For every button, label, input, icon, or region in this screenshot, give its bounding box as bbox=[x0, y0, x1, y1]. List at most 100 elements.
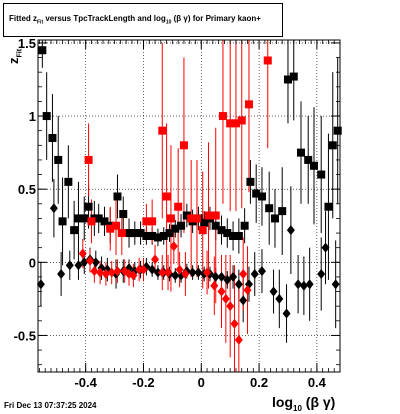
title-part-2: versus TpcTrackLength and log bbox=[43, 14, 166, 23]
data-point-diamond bbox=[57, 269, 66, 280]
data-point-diamond bbox=[217, 286, 226, 297]
data-point-square bbox=[211, 211, 220, 220]
data-point-square bbox=[74, 214, 83, 223]
data-point-square bbox=[217, 226, 226, 235]
data-point-square bbox=[200, 218, 209, 227]
data-point-square bbox=[159, 231, 168, 240]
data-point-square bbox=[252, 189, 261, 198]
title-sub-2: 10 bbox=[165, 19, 172, 26]
data-point-diamond bbox=[203, 267, 212, 278]
y-tick-label: -0.5 bbox=[14, 328, 36, 343]
data-point-diamond bbox=[65, 260, 74, 271]
data-point-square bbox=[234, 231, 243, 240]
data-point-square bbox=[171, 224, 180, 233]
data-point-diamond bbox=[250, 269, 259, 280]
data-point-square bbox=[187, 214, 196, 223]
title-part-3: (β γ) for Primary kaon+ bbox=[171, 14, 261, 23]
data-point-square bbox=[48, 133, 57, 142]
data-point-diamond bbox=[317, 269, 326, 280]
data-point-diamond bbox=[90, 266, 99, 277]
data-point-square bbox=[148, 231, 157, 240]
data-point-square bbox=[142, 217, 151, 226]
data-point-diamond bbox=[151, 254, 160, 265]
data-point-diamond bbox=[91, 257, 100, 268]
data-point-diamond bbox=[299, 280, 308, 291]
data-point-diamond bbox=[210, 280, 219, 291]
data-point-square bbox=[70, 226, 79, 235]
x-tick-label: -0.4 bbox=[74, 375, 97, 390]
data-point-diamond bbox=[321, 242, 330, 253]
title-sub-1: Fit bbox=[37, 19, 44, 26]
axis-tick-labels: -0.4 -0.2 0 0.2 0.4 -0.5 0 0.5 1 1.5 bbox=[14, 36, 327, 390]
data-markers bbox=[36, 46, 342, 345]
data-point-square bbox=[240, 221, 249, 230]
x-axis-label-tail: (β γ) bbox=[301, 394, 336, 410]
data-point-square bbox=[125, 229, 134, 238]
data-point-diamond bbox=[194, 267, 203, 278]
data-point-square bbox=[265, 204, 274, 213]
grid-lines bbox=[38, 40, 340, 372]
data-point-square bbox=[80, 214, 89, 223]
data-point-square bbox=[244, 100, 253, 109]
data-point-square bbox=[179, 141, 188, 150]
data-point-diamond bbox=[275, 293, 284, 304]
data-point-diamond bbox=[239, 269, 248, 280]
data-point-square bbox=[211, 221, 220, 230]
data-point-diamond bbox=[331, 279, 340, 290]
data-point-square bbox=[192, 214, 201, 223]
data-point-square bbox=[283, 75, 292, 84]
data-point-diamond bbox=[78, 248, 87, 259]
data-point-square bbox=[174, 202, 183, 211]
data-point-diamond bbox=[153, 267, 162, 278]
data-point-diamond bbox=[158, 267, 167, 278]
data-point-diamond bbox=[221, 293, 230, 304]
data-point-diamond bbox=[49, 203, 58, 214]
data-point-square bbox=[166, 214, 175, 223]
data-point-diamond bbox=[226, 301, 235, 312]
data-point-square bbox=[204, 211, 213, 220]
data-point-diamond bbox=[164, 267, 173, 278]
timestamp: Fri Dec 13 07:37:25 2024 bbox=[4, 401, 97, 410]
data-point-diamond bbox=[211, 271, 220, 282]
data-point-square bbox=[162, 192, 171, 201]
data-point-diamond bbox=[269, 286, 278, 297]
data-point-square bbox=[317, 170, 326, 179]
data-point-diamond bbox=[294, 279, 303, 290]
data-point-square bbox=[223, 229, 232, 238]
data-point-diamond bbox=[234, 334, 243, 345]
data-point-square bbox=[106, 224, 115, 233]
data-point-square bbox=[218, 112, 227, 121]
data-point-diamond bbox=[239, 295, 248, 306]
data-point-square bbox=[309, 161, 318, 170]
data-point-diamond bbox=[148, 264, 157, 275]
data-point-square bbox=[270, 214, 279, 223]
data-point-diamond bbox=[223, 274, 232, 285]
data-point-square bbox=[117, 229, 126, 238]
data-point-diamond bbox=[188, 267, 197, 278]
x-axis-label-sub: 10 bbox=[293, 403, 302, 413]
data-point-square bbox=[58, 217, 67, 226]
data-point-square bbox=[278, 207, 287, 216]
data-point-diamond bbox=[286, 225, 295, 236]
data-point-diamond bbox=[230, 318, 239, 329]
data-point-square bbox=[54, 155, 63, 164]
data-point-square bbox=[64, 177, 73, 186]
data-point-square bbox=[84, 202, 93, 211]
data-point-diamond bbox=[113, 266, 122, 277]
chart-title: Fitted zFit versus TpcTrackLength and lo… bbox=[3, 3, 283, 37]
data-point-diamond bbox=[101, 269, 110, 280]
data-point-diamond bbox=[234, 279, 243, 290]
data-point-diamond bbox=[129, 270, 138, 281]
y-tick-label: 1 bbox=[29, 109, 36, 124]
data-point-square bbox=[246, 177, 255, 186]
data-point-square bbox=[198, 226, 207, 235]
data-point-square bbox=[136, 229, 145, 238]
data-point-square bbox=[263, 56, 272, 65]
y-axis-label-main: z bbox=[6, 57, 21, 65]
data-point-square bbox=[289, 72, 298, 81]
x-axis-label-main: log bbox=[272, 394, 293, 410]
data-point-diamond bbox=[282, 308, 291, 319]
data-point-square bbox=[165, 229, 174, 238]
y-tick-label: 0.5 bbox=[18, 182, 36, 197]
data-point-square bbox=[328, 141, 337, 150]
